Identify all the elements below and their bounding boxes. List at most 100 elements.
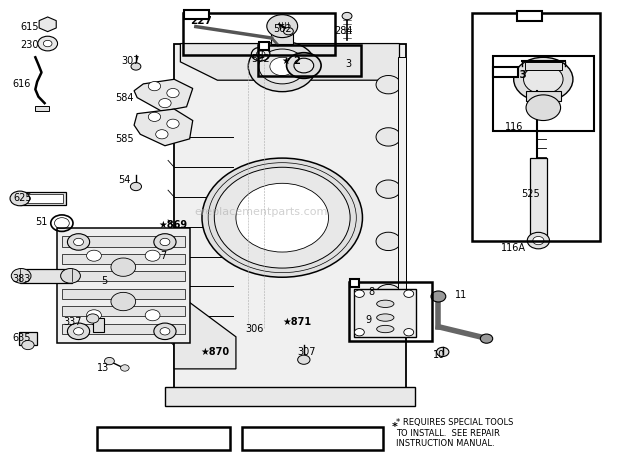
- Bar: [398, 57, 405, 337]
- Circle shape: [61, 268, 81, 283]
- Text: 625: 625: [14, 194, 32, 203]
- Text: 337: 337: [63, 317, 82, 327]
- Circle shape: [43, 41, 52, 47]
- Circle shape: [514, 57, 573, 101]
- Bar: [35, 106, 49, 112]
- Circle shape: [154, 323, 176, 340]
- Bar: [258, 45, 361, 76]
- Text: 9: 9: [366, 315, 371, 325]
- Text: 227: 227: [186, 9, 206, 19]
- Circle shape: [145, 310, 160, 321]
- Bar: [20, 268, 73, 283]
- Bar: [526, 91, 560, 101]
- Bar: [57, 228, 190, 343]
- Circle shape: [160, 328, 170, 335]
- Circle shape: [376, 180, 401, 198]
- Circle shape: [159, 99, 171, 108]
- Text: 116: 116: [505, 123, 523, 132]
- Text: 616: 616: [12, 79, 31, 89]
- Circle shape: [355, 329, 365, 336]
- Circle shape: [404, 329, 414, 336]
- Bar: [259, 42, 268, 50]
- Bar: [529, 158, 547, 236]
- Bar: [472, 13, 600, 241]
- Circle shape: [68, 234, 90, 250]
- Circle shape: [533, 236, 544, 245]
- Circle shape: [431, 291, 446, 302]
- Bar: [62, 306, 185, 316]
- Circle shape: [148, 112, 161, 121]
- Circle shape: [342, 12, 352, 20]
- Text: ereplacementparts.com: ereplacementparts.com: [194, 207, 327, 217]
- Bar: [97, 426, 230, 449]
- Circle shape: [74, 328, 84, 335]
- Circle shape: [148, 82, 161, 91]
- Polygon shape: [180, 43, 399, 80]
- Text: 523: 523: [495, 67, 516, 77]
- Circle shape: [111, 292, 136, 311]
- Circle shape: [215, 167, 350, 268]
- Bar: [62, 324, 185, 334]
- Circle shape: [10, 191, 30, 206]
- Polygon shape: [174, 291, 236, 369]
- Bar: [62, 254, 185, 264]
- Circle shape: [130, 183, 141, 191]
- Bar: [184, 10, 209, 19]
- Circle shape: [202, 158, 363, 277]
- Circle shape: [436, 347, 449, 356]
- Circle shape: [111, 258, 136, 276]
- Circle shape: [286, 53, 321, 78]
- Text: 306: 306: [245, 324, 264, 334]
- Circle shape: [523, 65, 563, 94]
- Text: 11: 11: [455, 290, 467, 300]
- Text: 7: 7: [161, 251, 167, 261]
- Text: 1058 OWNER'S MANUAL: 1058 OWNER'S MANUAL: [247, 433, 378, 443]
- Circle shape: [236, 183, 329, 252]
- Ellipse shape: [377, 300, 394, 307]
- Circle shape: [256, 51, 265, 57]
- Text: 307: 307: [298, 347, 316, 357]
- Text: 1019 LABEL KIT: 1019 LABEL KIT: [121, 433, 206, 443]
- Circle shape: [404, 290, 414, 297]
- Bar: [349, 282, 432, 342]
- Circle shape: [131, 63, 141, 70]
- Bar: [271, 32, 293, 43]
- Polygon shape: [134, 109, 193, 146]
- Bar: [242, 426, 383, 449]
- Text: ★ 2: ★ 2: [282, 56, 301, 66]
- Text: 227: 227: [190, 16, 211, 26]
- Bar: [174, 43, 405, 392]
- Text: 13: 13: [97, 363, 109, 373]
- Ellipse shape: [377, 314, 394, 321]
- Circle shape: [156, 130, 168, 139]
- Text: 3: 3: [345, 59, 352, 69]
- Text: 54: 54: [118, 175, 131, 185]
- Bar: [19, 332, 37, 345]
- Text: 8: 8: [351, 278, 358, 288]
- Circle shape: [376, 284, 401, 303]
- Text: 1: 1: [260, 41, 267, 51]
- Text: 1: 1: [259, 50, 265, 60]
- Bar: [493, 56, 594, 130]
- Text: 383: 383: [12, 274, 31, 284]
- Bar: [184, 13, 335, 55]
- Text: ★869: ★869: [159, 220, 188, 230]
- Text: 523: 523: [505, 70, 527, 80]
- Text: 562: 562: [273, 24, 291, 34]
- Text: 585: 585: [115, 134, 134, 144]
- Circle shape: [167, 89, 179, 98]
- Circle shape: [22, 341, 34, 349]
- Circle shape: [376, 76, 401, 94]
- Text: 10: 10: [433, 350, 446, 360]
- Circle shape: [68, 323, 90, 340]
- Circle shape: [270, 57, 294, 76]
- Text: 284: 284: [335, 26, 353, 36]
- Bar: [62, 289, 185, 299]
- Text: 847: 847: [520, 11, 540, 21]
- Circle shape: [259, 49, 306, 84]
- Bar: [93, 319, 104, 332]
- Circle shape: [527, 232, 549, 249]
- Bar: [62, 271, 185, 281]
- Circle shape: [248, 41, 316, 92]
- Text: 307: 307: [122, 56, 140, 66]
